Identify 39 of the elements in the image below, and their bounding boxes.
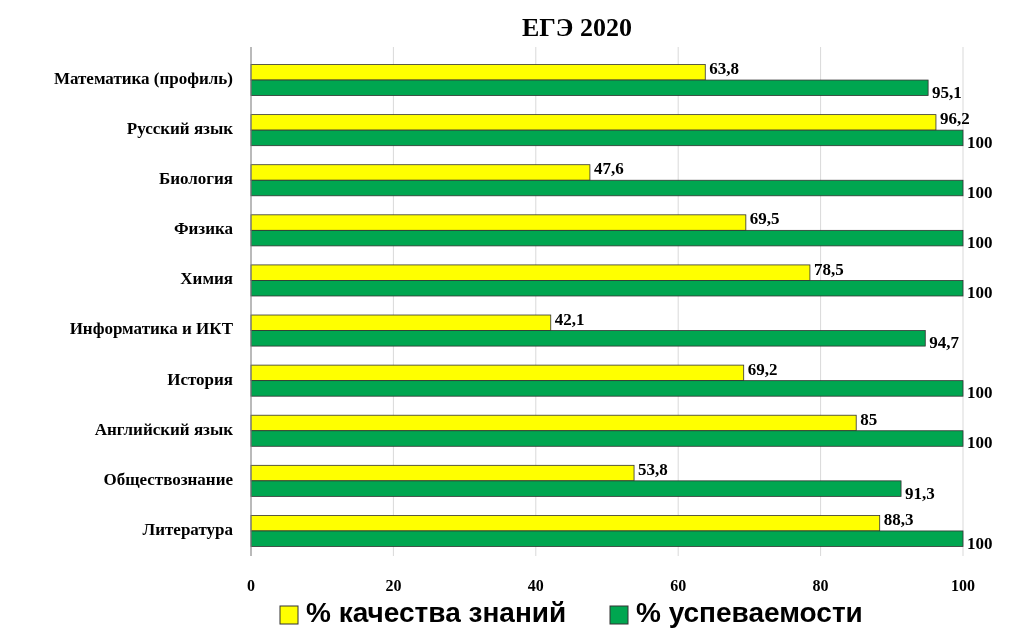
data-label: 63,8 [709,59,740,79]
x-tick-label: 0 [247,577,255,594]
data-label: 91,3 [905,483,935,503]
x-tick-label: 20 [385,577,402,594]
y-tick-label: Обществознание [103,469,234,489]
y-tick-label: Математика (профиль) [53,68,233,88]
data-label: 94,7 [929,333,960,353]
y-tick-label: Информатика и ИКТ [69,319,234,339]
x-tick-label: 60 [670,577,687,594]
x-tick-label: 80 [812,577,829,594]
data-label: 100 [967,233,993,253]
y-tick-label: Химия [180,269,233,289]
data-label: 88,3 [883,510,914,530]
legend-label: % успеваемости [636,597,863,628]
data-label: 53,8 [638,459,668,479]
data-label: 78,5 [813,259,844,279]
data-label: 100 [967,132,993,152]
y-tick-label: История [167,369,233,389]
legend-label: % качества знаний [306,597,567,628]
data-label: 42,1 [554,309,585,329]
data-label: 85 [860,409,878,429]
data-label: 100 [967,533,993,553]
data-label: 69,5 [749,209,780,229]
x-tick-label: 40 [527,577,544,594]
data-label: 95,1 [932,82,962,102]
y-tick-label: Биология [158,169,233,189]
data-label: 100 [967,283,993,303]
chart-title: ЕГЭ 2020 [521,13,633,42]
y-tick-label: Английский язык [94,419,234,439]
data-label: 96,2 [939,109,970,129]
data-label: 47,6 [593,159,624,179]
y-tick-label: Физика [173,219,234,239]
x-tick-label: 100 [951,577,975,594]
y-tick-label: Литература [142,519,234,539]
data-label: 100 [967,182,993,202]
y-tick-label: Русский язык [126,119,234,139]
data-label: 100 [967,433,993,453]
data-label: 100 [967,383,993,403]
data-label: 69,2 [747,359,778,379]
